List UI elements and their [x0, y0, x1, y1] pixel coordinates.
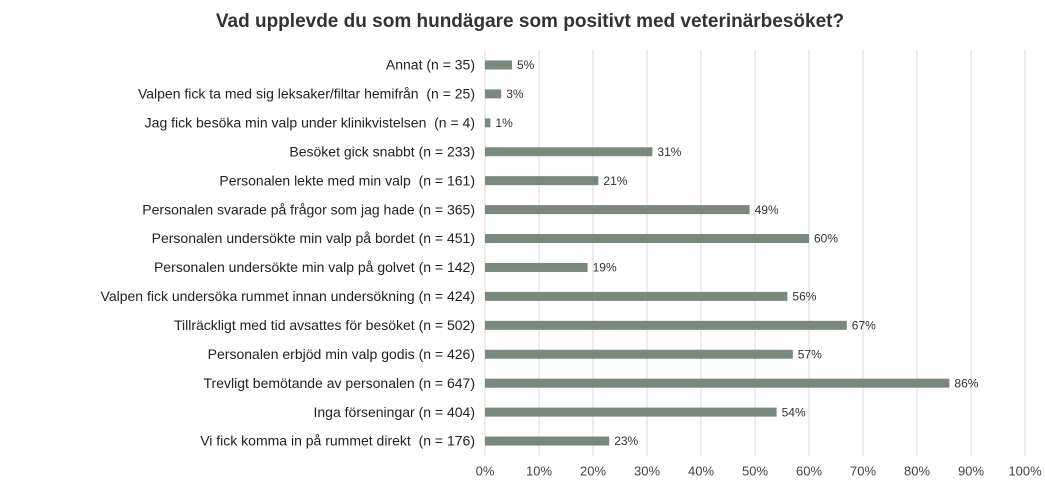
bar: [485, 407, 777, 417]
x-tick-label: 40%: [688, 463, 714, 478]
data-label: 1%: [495, 116, 513, 130]
chart-title: Vad upplevde du som hundägare som positi…: [216, 11, 844, 32]
y-tick-label: Valpen fick ta med sig leksaker/filtar h…: [138, 86, 475, 102]
y-tick-label: Annat (n = 35): [386, 57, 475, 73]
x-tick-label: 70%: [850, 463, 876, 478]
bar: [485, 320, 847, 330]
data-label: 60%: [814, 232, 838, 246]
data-label: 5%: [517, 58, 535, 72]
y-tick-label: Personalen svarade på frågor som jag had…: [142, 201, 475, 217]
y-tick-label: Personalen undersökte min valp på golvet…: [154, 259, 475, 275]
data-label: 86%: [954, 376, 978, 390]
x-tick-label: 30%: [634, 463, 660, 478]
y-tick-label: Personalen lekte med min valp (n = 161): [219, 172, 475, 188]
x-tick-label: 20%: [580, 463, 606, 478]
data-label: 21%: [603, 174, 627, 188]
bar: [485, 436, 610, 446]
y-tick-label: Personalen undersökte min valp på bordet…: [152, 230, 475, 246]
bar: [485, 291, 788, 301]
bar: [485, 176, 599, 186]
x-tick-label: 50%: [742, 463, 768, 478]
data-label: 3%: [506, 87, 524, 101]
y-tick-label: Besöket gick snabbt (n = 233): [289, 143, 475, 159]
y-tick-label: Trevligt bemötande av personalen (n = 64…: [204, 375, 475, 391]
y-tick-label: Personalen erbjöd min valp godis (n = 42…: [208, 346, 475, 362]
data-label: 56%: [792, 290, 816, 304]
bar: [485, 89, 502, 99]
x-tick-label: 100%: [1008, 463, 1042, 478]
y-tick-label: Valpen fick undersöka rummet innan under…: [101, 288, 475, 304]
bar: [485, 147, 653, 157]
bar: [485, 349, 793, 359]
data-label: 49%: [755, 203, 779, 217]
bar: [485, 378, 950, 388]
y-tick-label: Vi fick komma in på rummet direkt (n = 1…: [200, 433, 475, 449]
bar: [485, 234, 809, 244]
bar: [485, 205, 750, 215]
y-tick-label: Tillräckligt med tid avsattes för besöke…: [174, 317, 475, 333]
y-tick-label: Jag fick besöka min valp under klinikvis…: [145, 115, 475, 131]
data-label: 57%: [798, 347, 822, 361]
x-tick-label: 80%: [904, 463, 930, 478]
data-label: 19%: [593, 261, 617, 275]
bar: [485, 262, 588, 272]
x-tick-label: 60%: [796, 463, 822, 478]
bar: [485, 60, 512, 70]
data-label: 23%: [614, 434, 638, 448]
data-label: 31%: [657, 145, 681, 159]
bar: [485, 118, 491, 128]
x-tick-label: 90%: [958, 463, 984, 478]
x-tick-label: 10%: [526, 463, 552, 478]
x-tick-label: 0%: [476, 463, 495, 478]
y-tick-label: Inga förseningar (n = 404): [314, 404, 476, 420]
data-label: 54%: [782, 405, 806, 419]
data-label: 67%: [852, 318, 876, 332]
